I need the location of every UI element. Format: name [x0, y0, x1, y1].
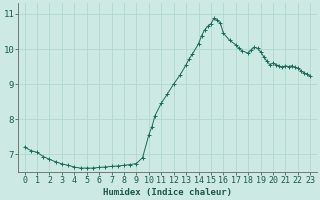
- X-axis label: Humidex (Indice chaleur): Humidex (Indice chaleur): [103, 188, 232, 197]
